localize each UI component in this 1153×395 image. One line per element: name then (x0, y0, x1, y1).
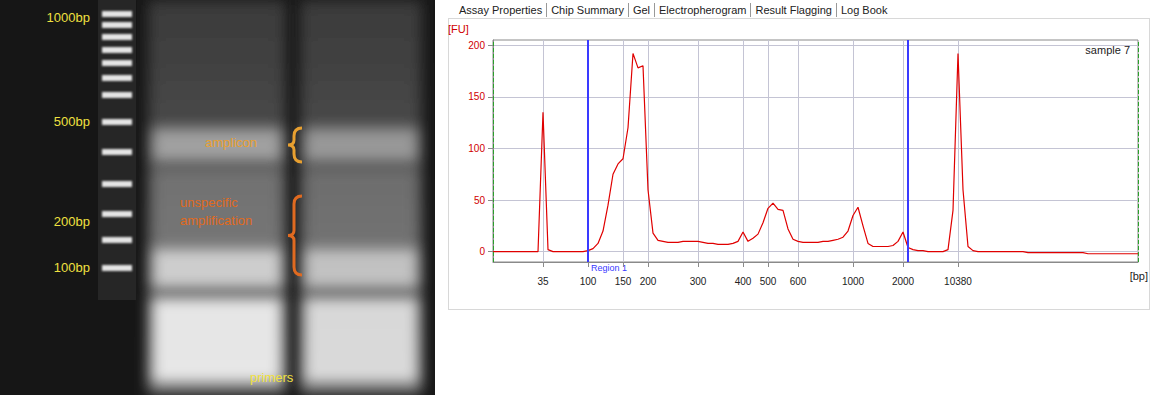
svg-text:100: 100 (580, 276, 597, 287)
svg-text:1000: 1000 (842, 276, 865, 287)
svg-text:500bp: 500bp (54, 114, 90, 129)
svg-text:35: 35 (537, 276, 549, 287)
svg-text:100bp: 100bp (54, 260, 90, 275)
svg-text:100: 100 (468, 143, 485, 154)
svg-text:200bp: 200bp (54, 214, 90, 229)
html-text:Chip Summary: Chip Summary (551, 4, 624, 16)
svg-text:300: 300 (690, 276, 707, 287)
svg-text:2000: 2000 (892, 276, 915, 287)
svg-text:600: 600 (790, 276, 807, 287)
html-text:Electropherogram: Electropherogram (659, 4, 747, 16)
html-text:Result Flagging: Result Flagging (755, 4, 832, 16)
svg-text:150: 150 (468, 91, 485, 102)
html-text:Log Book: Log Book (840, 4, 888, 16)
svg-text:400: 400 (735, 276, 752, 287)
svg-text:primers: primers (250, 370, 294, 385)
html-text:Assay Properties: Assay Properties (459, 4, 543, 16)
svg-text:unspecific: unspecific (180, 195, 238, 210)
svg-text:amplification: amplification (180, 213, 252, 228)
svg-text:1000bp: 1000bp (47, 10, 90, 25)
svg-text:0: 0 (479, 246, 485, 257)
svg-text:10380: 10380 (944, 276, 972, 287)
svg-text:amplicon: amplicon (205, 135, 257, 150)
svg-text:150: 150 (615, 276, 632, 287)
svg-text:200: 200 (468, 40, 485, 51)
svg-text:sample 7: sample 7 (1085, 43, 1130, 56)
svg-text:500: 500 (760, 276, 777, 287)
svg-text:200: 200 (640, 276, 657, 287)
svg-text:50: 50 (474, 195, 486, 206)
html-text:Gel: Gel (632, 4, 650, 16)
svg-text:[bp]: [bp] (1130, 270, 1148, 282)
svg-text:[FU]: [FU] (448, 23, 469, 35)
svg-text:Region 1: Region 1 (591, 263, 627, 273)
